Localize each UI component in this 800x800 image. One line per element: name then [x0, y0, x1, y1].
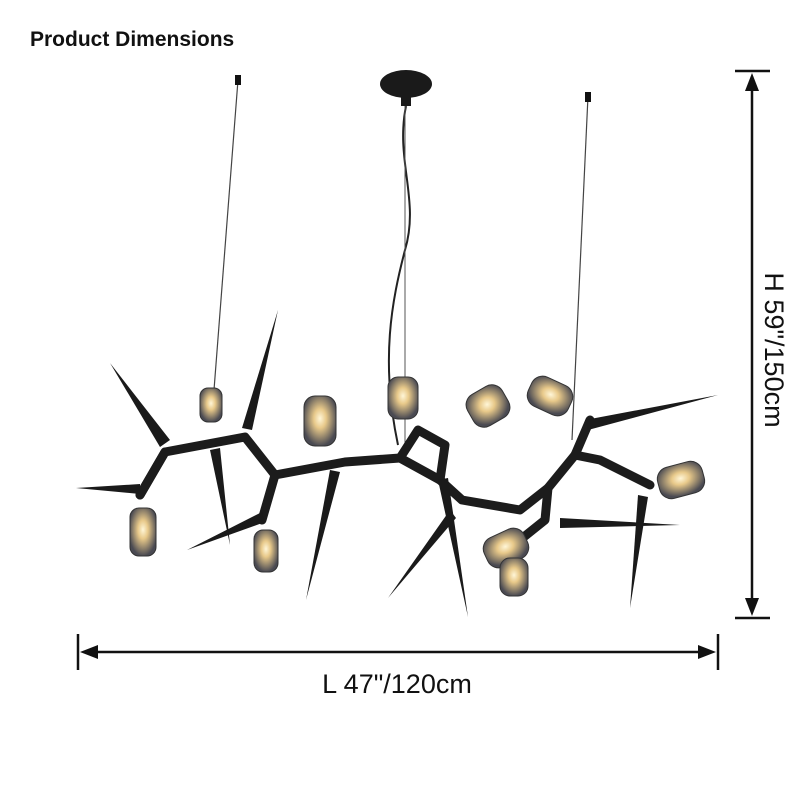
height-label: H 59"/150cm: [759, 272, 789, 427]
chandelier: [76, 70, 718, 617]
title: Product Dimensions: [30, 28, 234, 51]
height-dimension: [735, 69, 770, 620]
length-label: L 47"/120cm: [322, 669, 472, 699]
length-dimension: [76, 634, 720, 670]
